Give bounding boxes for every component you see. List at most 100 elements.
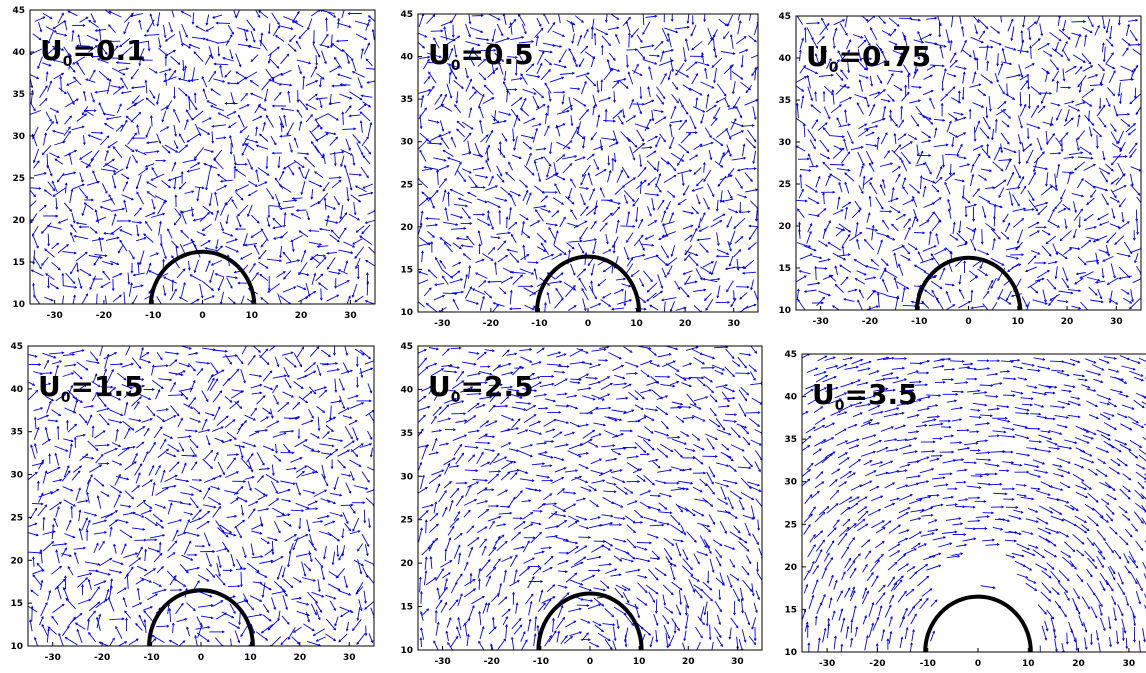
arrow-head: [1035, 208, 1039, 212]
velocity-arrow: [445, 207, 449, 221]
velocity-arrow: [1022, 16, 1026, 28]
arrow-head: [1054, 48, 1058, 52]
velocity-arrow: [1098, 167, 1110, 175]
arrow-head: [239, 307, 241, 309]
arrow-head: [654, 14, 658, 18]
velocity-arrow: [931, 184, 940, 193]
arrow-head: [558, 60, 562, 63]
arrow-head: [699, 92, 703, 96]
arrow-head: [906, 286, 910, 290]
arrow-head: [704, 67, 707, 71]
velocity-arrow: [668, 70, 672, 80]
velocity-arrow: [427, 190, 439, 202]
velocity-arrow: [344, 165, 350, 180]
arrow-head: [293, 49, 297, 52]
velocity-arrow: [283, 115, 287, 127]
velocity-arrow: [421, 251, 424, 263]
arrow-head: [249, 80, 253, 83]
arrow-head: [1060, 197, 1063, 201]
velocity-arrow: [829, 135, 845, 138]
arrow-head: [279, 255, 282, 259]
arrow-head: [623, 78, 627, 81]
arrow-head: [1105, 179, 1108, 183]
arrow-head: [281, 125, 285, 129]
arrow-head: [701, 54, 705, 58]
velocity-arrow: [311, 189, 314, 199]
velocity-arrow: [345, 138, 351, 151]
arrow-head: [590, 272, 594, 277]
velocity-arrow: [661, 267, 667, 278]
arrow-head: [201, 186, 205, 190]
velocity-arrow: [716, 199, 719, 212]
velocity-arrow: [113, 85, 124, 95]
velocity-arrow: [632, 143, 645, 154]
arrow-head: [344, 212, 348, 215]
arrow-head: [821, 17, 824, 21]
velocity-arrow: [977, 249, 989, 255]
arrow-head: [75, 221, 79, 225]
arrow-head: [242, 243, 246, 247]
velocity-arrow: [151, 167, 159, 179]
arrow-head: [341, 150, 345, 154]
velocity-arrow: [291, 11, 300, 23]
panel-title: U0=0.1: [40, 34, 146, 70]
velocity-arrow: [1072, 54, 1086, 63]
velocity-arrow: [1077, 178, 1084, 189]
arrow-head: [1031, 198, 1035, 202]
velocity-arrow: [1042, 50, 1053, 57]
arrow-head: [282, 251, 286, 255]
arrow-head: [938, 197, 942, 200]
velocity-arrow: [324, 219, 338, 224]
vector-field: [30, 10, 375, 309]
arrow-head: [713, 116, 716, 120]
velocity-arrow: [227, 24, 234, 35]
velocity-arrow: [210, 105, 224, 112]
velocity-arrow: [47, 30, 54, 44]
arrow-head: [980, 40, 984, 44]
arrow-head: [983, 93, 987, 97]
velocity-arrow: [677, 154, 685, 166]
arrow-head: [294, 199, 298, 202]
arrow-head: [97, 180, 101, 184]
velocity-arrow: [556, 110, 570, 115]
velocity-arrow: [34, 443, 38, 454]
velocity-arrow: [888, 197, 899, 203]
velocity-arrow: [1114, 235, 1125, 245]
arrow-head: [612, 119, 616, 123]
velocity-arrow: [742, 144, 745, 157]
arrow-head: [1112, 216, 1116, 220]
arrow-head: [716, 295, 720, 299]
arrow-head: [694, 280, 698, 284]
arrow-head: [55, 121, 59, 125]
arrow-head: [422, 45, 426, 49]
arrow-head: [901, 119, 904, 123]
velocity-arrow: [558, 14, 561, 24]
arrow-head: [1071, 171, 1075, 174]
arrow-head: [643, 300, 647, 304]
velocity-arrow: [521, 23, 527, 34]
velocity-arrow: [130, 12, 144, 17]
panel-title: U0=0.5: [428, 38, 534, 74]
velocity-arrow: [712, 137, 723, 146]
velocity-arrow: [446, 83, 452, 99]
velocity-arrow: [233, 10, 237, 18]
velocity-arrow: [436, 165, 450, 172]
velocity-arrow: [1073, 208, 1083, 221]
velocity-arrow: [493, 110, 497, 121]
velocity-arrow: [732, 81, 736, 94]
velocity-arrow: [118, 244, 124, 254]
velocity-arrow: [612, 130, 619, 144]
velocity-arrow: [884, 269, 898, 278]
velocity-arrow: [716, 248, 729, 255]
arrow-head: [146, 29, 150, 33]
arrow-head: [986, 60, 990, 64]
arrow-head: [489, 295, 493, 299]
velocity-arrow: [612, 110, 623, 119]
arrow-head: [162, 212, 166, 216]
arrow-head: [178, 296, 182, 300]
arrow-head: [30, 52, 33, 55]
arrow-head: [143, 233, 147, 237]
arrow-head: [88, 20, 92, 23]
arrow-head: [267, 290, 271, 293]
arrow-head: [66, 83, 70, 86]
